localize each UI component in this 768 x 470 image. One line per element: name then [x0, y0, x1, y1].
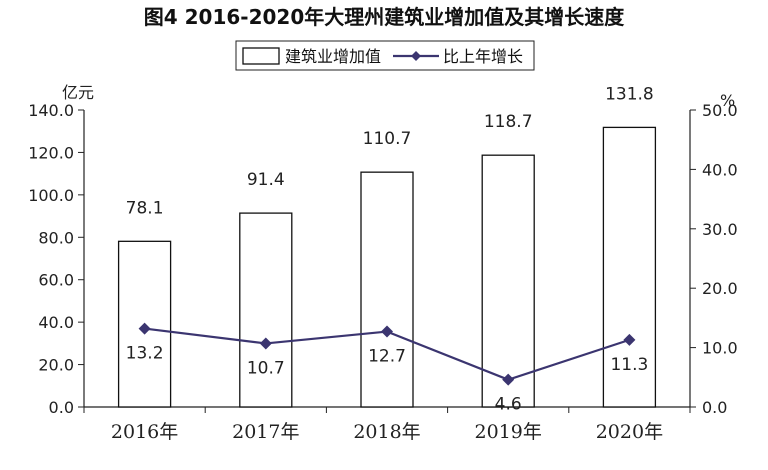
x-tick-label: 2016年 — [111, 421, 178, 443]
chart-title: 图4 2016-2020年大理州建筑业增加值及其增长速度 — [144, 5, 626, 29]
bar-value-label: 91.4 — [247, 170, 285, 190]
legend-label-line: 比上年增长 — [443, 47, 523, 66]
bar — [602, 126, 657, 408]
left-axis-unit: 亿元 — [62, 83, 94, 102]
left-tick-label: 0.0 — [49, 398, 74, 417]
left-tick-label: 80.0 — [38, 228, 74, 247]
legend-label-bar: 建筑业增加值 — [285, 47, 381, 66]
bar — [360, 171, 414, 408]
growth-point — [381, 325, 393, 338]
bar-value-label: 78.1 — [126, 198, 164, 218]
legend-bar-swatch — [242, 47, 280, 65]
left-tick-label: 60.0 — [38, 271, 74, 290]
left-tick-label: 120.0 — [28, 143, 74, 162]
plot-area: 0.0 20.0 40.0 60.0 80.0 100.0 120.0 140.0 0.0 10.… — [28, 84, 737, 443]
bar-value-label: 110.7 — [363, 129, 412, 149]
right-tick-label: 40.0 — [702, 160, 738, 179]
growth-value-label: 13.2 — [126, 344, 164, 364]
growth-point — [502, 373, 515, 386]
bar — [481, 154, 535, 408]
left-tick-label: 100.0 — [28, 186, 74, 205]
x-tick-label: 2019年 — [475, 421, 542, 443]
left-tick-label: 140.0 — [28, 101, 74, 120]
x-tick-label: 2020年 — [596, 421, 663, 443]
bar-value-label: 118.7 — [484, 112, 533, 132]
bar — [239, 212, 293, 408]
left-tick-label: 20.0 — [38, 356, 74, 375]
growth-value-label: 4.6 — [495, 395, 522, 415]
right-tick-label: 10.0 — [702, 339, 738, 358]
legend: 建筑业增加值 比上年增长 — [235, 40, 535, 71]
right-axis-unit: % — [720, 91, 735, 110]
right-tick-label: 50.0 — [702, 101, 738, 120]
growth-value-label: 12.7 — [368, 347, 406, 367]
growth-value-label: 10.7 — [247, 358, 285, 378]
legend-line-marker — [411, 51, 421, 61]
growth-value-label: 11.3 — [610, 355, 648, 375]
growth-point — [623, 333, 636, 346]
growth-point — [138, 322, 151, 335]
right-tick-label: 20.0 — [702, 279, 738, 298]
x-tick-label: 2017年 — [232, 421, 299, 443]
right-tick-label: 0.0 — [702, 398, 727, 417]
growth-point — [259, 337, 272, 350]
x-tick-label: 2018年 — [353, 421, 420, 443]
right-tick-label: 30.0 — [702, 220, 738, 239]
bar-value-label: 131.8 — [605, 84, 654, 104]
left-tick-label: 40.0 — [38, 313, 74, 332]
